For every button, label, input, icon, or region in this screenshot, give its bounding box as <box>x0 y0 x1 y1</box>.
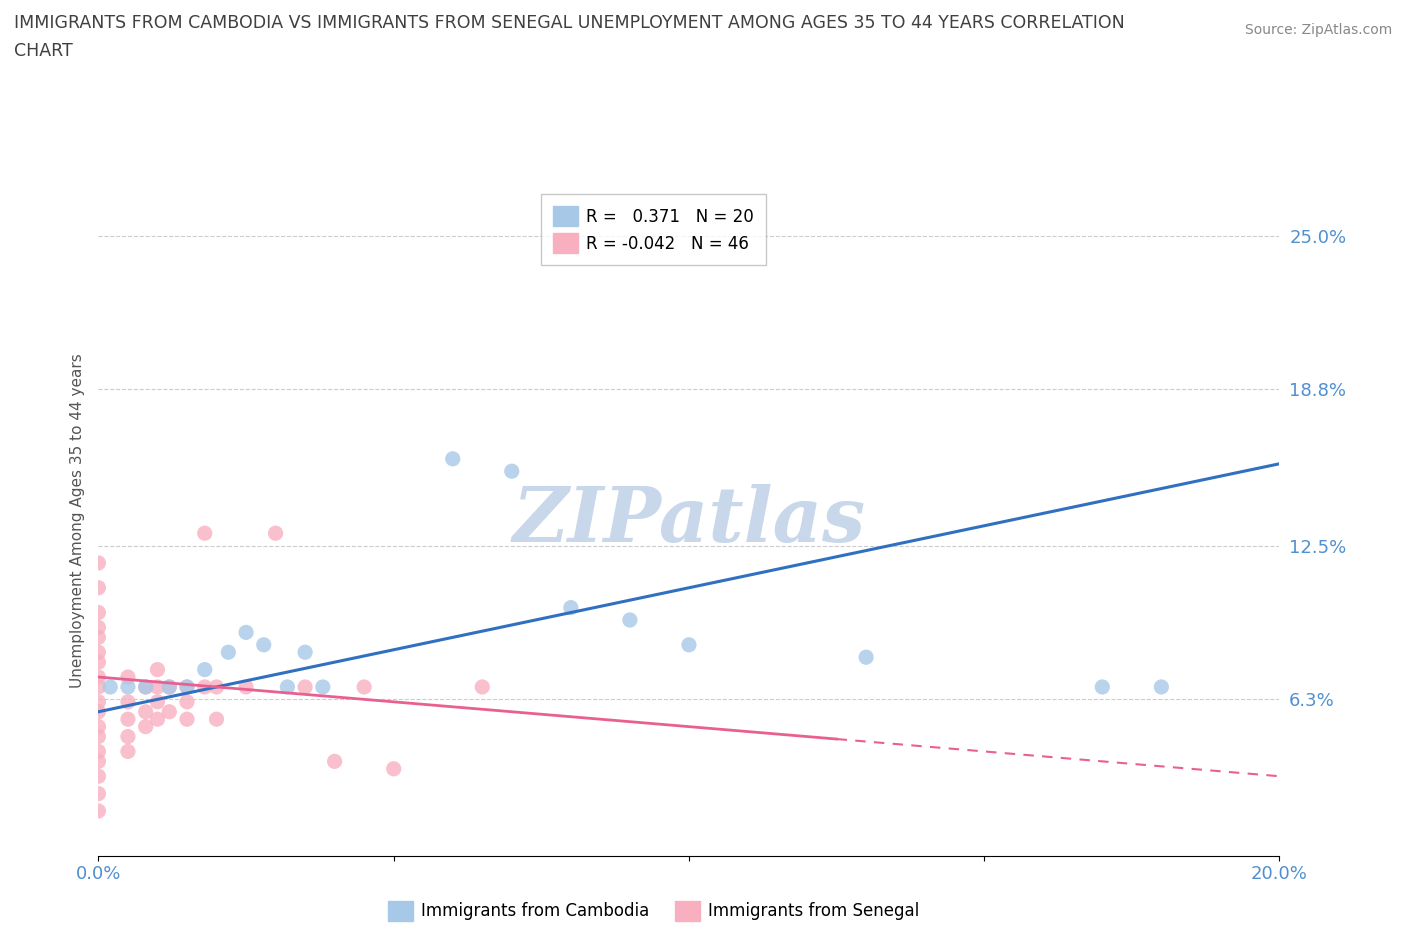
Point <box>87 655 110 670</box>
Point <box>312 680 335 695</box>
Point <box>117 680 139 695</box>
Point <box>217 644 239 659</box>
Legend: Immigrants from Cambodia, Immigrants from Senegal: Immigrants from Cambodia, Immigrants fro… <box>381 894 925 927</box>
Text: Source: ZipAtlas.com: Source: ZipAtlas.com <box>1244 23 1392 37</box>
Point <box>87 680 110 695</box>
Point <box>176 680 198 695</box>
Point <box>98 680 121 695</box>
Point <box>87 719 110 734</box>
Text: CHART: CHART <box>14 42 73 60</box>
Point <box>323 754 346 769</box>
Point <box>157 704 180 719</box>
Point <box>157 680 180 695</box>
Point <box>264 525 287 540</box>
Point <box>382 762 405 777</box>
Point <box>205 680 228 695</box>
Point <box>235 680 257 695</box>
Point <box>87 695 110 710</box>
Point <box>117 729 139 744</box>
Text: IMMIGRANTS FROM CAMBODIA VS IMMIGRANTS FROM SENEGAL UNEMPLOYMENT AMONG AGES 35 T: IMMIGRANTS FROM CAMBODIA VS IMMIGRANTS F… <box>14 14 1125 32</box>
Point <box>146 662 169 677</box>
Point <box>205 711 228 726</box>
Point <box>619 613 641 628</box>
Point <box>87 670 110 684</box>
Text: ZIPatlas: ZIPatlas <box>512 484 866 558</box>
Point <box>117 670 139 684</box>
Point <box>855 650 877 665</box>
Point <box>194 662 217 677</box>
Point <box>87 729 110 744</box>
Point <box>135 704 157 719</box>
Point <box>87 754 110 769</box>
Point <box>146 695 169 710</box>
Point <box>87 769 110 784</box>
Point <box>176 680 198 695</box>
Point <box>146 711 169 726</box>
Point <box>87 555 110 570</box>
Point <box>87 804 110 818</box>
Point <box>1150 680 1173 695</box>
Point <box>678 637 700 652</box>
Point <box>87 786 110 801</box>
Point <box>117 695 139 710</box>
Point <box>135 680 157 695</box>
Point <box>87 744 110 759</box>
Point <box>353 680 375 695</box>
Point <box>501 464 523 479</box>
Point <box>276 680 298 695</box>
Point <box>194 680 217 695</box>
Point <box>117 711 139 726</box>
Point <box>194 525 217 540</box>
Point <box>87 605 110 620</box>
Point <box>87 580 110 595</box>
Point <box>441 451 464 466</box>
Point <box>135 680 157 695</box>
Point <box>87 644 110 659</box>
Point <box>294 644 316 659</box>
Point <box>87 704 110 719</box>
Point <box>253 637 276 652</box>
Point <box>87 630 110 644</box>
Point <box>157 680 180 695</box>
Point <box>1091 680 1114 695</box>
Point <box>176 711 198 726</box>
Point <box>294 680 316 695</box>
Point <box>146 680 169 695</box>
Point <box>560 600 582 615</box>
Point <box>117 744 139 759</box>
Y-axis label: Unemployment Among Ages 35 to 44 years: Unemployment Among Ages 35 to 44 years <box>69 353 84 688</box>
Point <box>135 719 157 734</box>
Point <box>87 620 110 635</box>
Point <box>176 695 198 710</box>
Point <box>471 680 494 695</box>
Point <box>235 625 257 640</box>
